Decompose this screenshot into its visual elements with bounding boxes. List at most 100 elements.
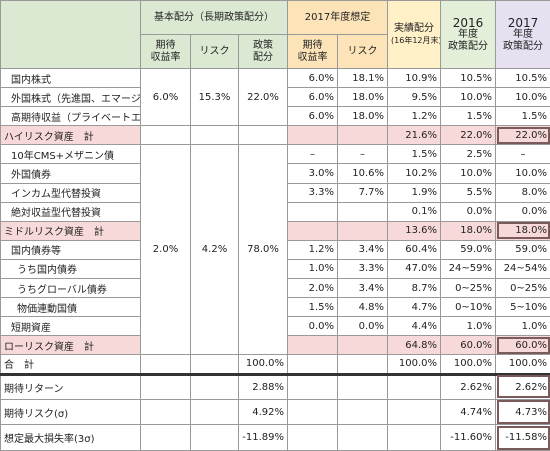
line: 年度 <box>458 28 479 40</box>
empty-cell <box>287 220 339 241</box>
line: 2016 <box>452 15 484 30</box>
empty-cell <box>140 125 191 146</box>
row: 高期待収益（プライベートエクイティ）6.0%18.0%1.2%1.5%1.5% <box>0 106 550 127</box>
empty-cell <box>387 398 442 426</box>
empty-cell <box>190 372 239 400</box>
value: 18.0% <box>337 87 389 108</box>
value: 0.0% <box>287 316 339 337</box>
empty-cell <box>337 372 389 400</box>
empty-cell <box>337 335 389 356</box>
row-label: 合 計 <box>0 354 141 375</box>
row: 物価連動国債 1.5% 4.8% 4.7% 0~10% 5~10% <box>0 297 550 318</box>
value: 2.88% <box>237 372 289 400</box>
value: 18.0% <box>440 220 497 241</box>
sub-header: 期待 収益率 <box>140 34 191 69</box>
header-basic: 基本配分（長期政策配分） <box>139 0 289 35</box>
line: 収益率 <box>150 51 181 63</box>
empty-cell <box>140 372 191 400</box>
value: 1.0% <box>495 316 550 337</box>
value: – <box>337 144 389 165</box>
value: 0.0% <box>495 201 550 222</box>
sub-header: リスク <box>337 34 389 69</box>
value: 7.7% <box>337 182 389 203</box>
value: 0.1% <box>387 201 442 222</box>
row: 短期資産 0.0% 0.0% 4.4% 1.0% 1.0% <box>0 316 550 337</box>
basic-value: 6.0% <box>140 67 191 127</box>
value: 6.0% <box>287 106 339 127</box>
basic-value: 15.3% <box>190 67 239 127</box>
value: 1.9% <box>387 182 442 203</box>
row: うち国内債券 1.0% 3.3% 47.0% 24~59% 24~54% <box>0 258 550 280</box>
line: 2017 <box>507 15 539 30</box>
empty-cell <box>140 354 191 375</box>
value: 4.74% <box>440 398 497 426</box>
basic-value: 4.2% <box>190 144 239 356</box>
value: 21.6% <box>387 125 442 146</box>
empty-cell <box>140 424 191 451</box>
row: うちグローバル債券 2.0% 3.4% 8.7% 0~25% 0~25% <box>0 278 550 299</box>
row: ハイリスク資産 計 21.6% 22.0% 22.0% <box>0 125 550 146</box>
empty-cell <box>337 424 389 451</box>
sub-header: リスク <box>190 34 239 69</box>
empty-cell <box>287 398 339 426</box>
empty-cell <box>287 424 339 451</box>
value: 1.5% <box>440 106 497 127</box>
empty-cell <box>190 354 239 375</box>
value: 1.5% <box>495 106 550 127</box>
empty-cell <box>337 220 389 241</box>
value: 18.0% <box>337 106 389 127</box>
value: 0~25% <box>440 278 497 299</box>
empty-cell <box>337 125 389 146</box>
value: 59.0% <box>495 239 550 260</box>
header-actual: 実績配分 (16年12月末) <box>387 0 442 69</box>
row: 国内債券等 1.2% 3.4% 60.4% 59.0% 59.0% <box>0 239 550 260</box>
row: 国内株式 6.0% 15.3% 22.0% 6.0% 18.1% 10.9% 10.5% 10.… <box>0 67 550 127</box>
row: 外国株式（先進国、エマージング）6.0%18.0%9.5%10.0%10.0% <box>0 87 550 108</box>
header-forecast: 2017年度想定 <box>287 0 389 35</box>
value: 10.0% <box>495 163 550 184</box>
value: 0~25% <box>495 278 550 299</box>
value: 22.0% <box>440 125 497 146</box>
value: 3.3% <box>287 182 339 203</box>
value: 100.0% <box>387 354 442 375</box>
row-label: ローリスク資産 計 <box>0 335 141 356</box>
empty-cell <box>287 354 339 375</box>
row-label: 外国株式（先進国、エマージング） <box>0 87 141 108</box>
line: 政策 <box>253 39 273 51</box>
empty-cell <box>337 354 389 375</box>
row-label: 短期資産 <box>0 316 141 337</box>
line: リスク <box>347 45 378 57</box>
value: 60.0% <box>495 335 550 356</box>
empty-cell <box>190 424 239 451</box>
basic-value: 2.0% <box>140 144 191 356</box>
value: 47.0% <box>387 258 442 280</box>
value: 9.5% <box>387 87 442 108</box>
row-label: 期待リスク(σ) <box>0 398 141 426</box>
value: 5~10% <box>495 297 550 318</box>
value: 6.0% <box>287 87 339 108</box>
value: 2.0% <box>287 278 339 299</box>
value: 3.4% <box>337 278 389 299</box>
row: インカム型代替投資 3.3% 7.7% 1.9% 5.5% 8.0% <box>0 182 550 203</box>
line: リスク <box>199 45 230 57</box>
empty-cell <box>237 125 289 146</box>
value: 0.0% <box>337 316 389 337</box>
empty-cell <box>287 372 339 400</box>
basic-value: 78.0% <box>237 144 289 356</box>
row: 絶対収益型代替投資 0.1% 0.0% 0.0% <box>0 201 550 222</box>
value: 1.5% <box>287 297 339 318</box>
value: 10.5% <box>495 67 550 89</box>
value: 4.8% <box>337 297 389 318</box>
value: 18.0% <box>495 220 550 241</box>
value: 0.0% <box>440 201 497 222</box>
value: -11.58% <box>495 424 550 451</box>
value: 3.3% <box>337 258 389 280</box>
value: 18.1% <box>337 67 389 89</box>
line: 収益率 <box>297 51 328 63</box>
value: 1.0% <box>440 316 497 337</box>
value: 4.4% <box>387 316 442 337</box>
value: 3.0% <box>287 163 339 184</box>
header-actual-note: (16年12月末) <box>391 35 441 45</box>
empty-cell <box>287 201 339 222</box>
